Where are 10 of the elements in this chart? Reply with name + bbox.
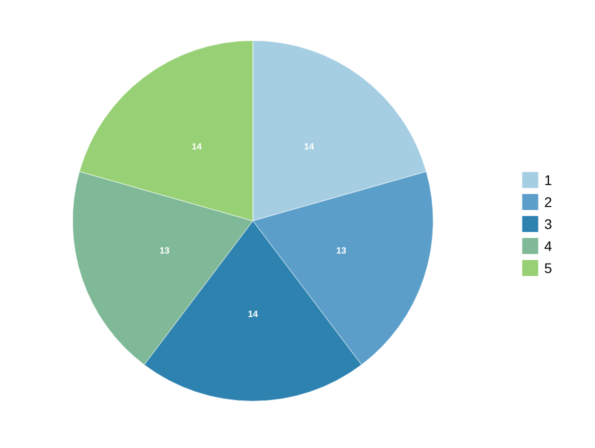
legend-label: 5 [544, 260, 552, 276]
data-label: 14 [304, 142, 314, 152]
data-label: 13 [160, 245, 170, 256]
data-label: 14 [248, 309, 258, 320]
legend-label: 3 [544, 216, 552, 232]
data-label: 13 [336, 245, 346, 256]
legend-label: 4 [544, 238, 552, 254]
legend-label: 2 [544, 194, 552, 210]
data-label: 14 [192, 142, 202, 152]
legend-label: 1 [544, 172, 552, 188]
